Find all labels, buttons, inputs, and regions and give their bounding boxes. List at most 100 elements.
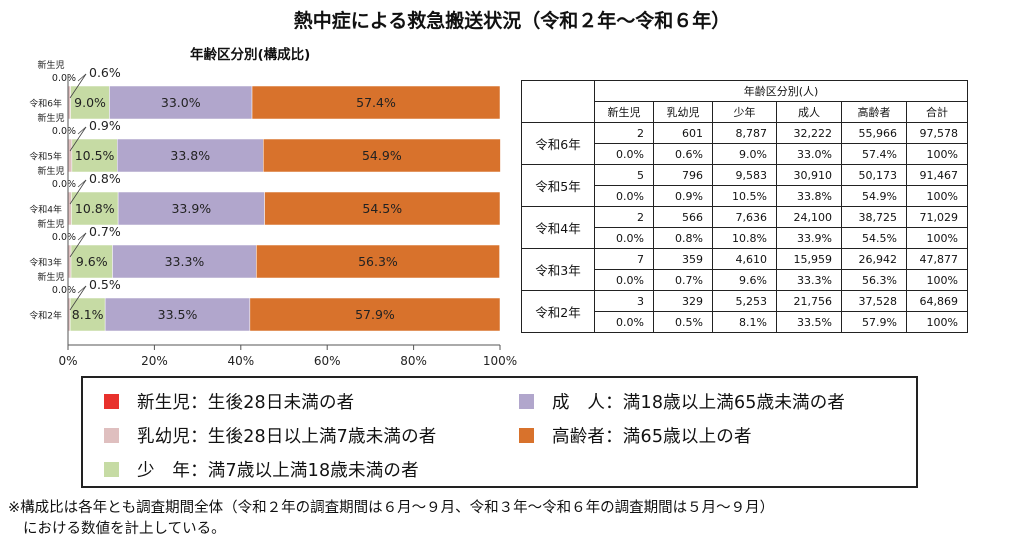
table-ratio-cell: 33.5% [776,311,842,333]
table-count-cell: 32,222 [776,122,842,144]
table-count-cell: 8,787 [712,122,777,144]
bar-segment [67,191,72,226]
table-col-header: 合計 [906,101,968,123]
bar-value-label: 57.9% [355,307,395,322]
bar-value-label: 8.1% [72,307,104,322]
table-ratio-cell: 0.0% [594,269,654,291]
table-count-cell: 21,756 [776,290,842,312]
table-ratio-cell: 0.7% [653,269,713,291]
table-count-cell: 37,528 [841,290,907,312]
legend-swatch [104,394,119,409]
table-col-header: 成人 [776,101,842,123]
table-count-cell: 566 [653,206,713,228]
x-tick-label: 100% [483,354,517,368]
table-ratio-cell: 9.0% [712,143,777,165]
table-year-cell: 令和5年 [521,164,595,207]
footnote: ※構成比は各年とも調査期間全体（令和２年の調査期間は６月～９月、令和３年～令和６… [8,498,774,540]
bar-segment [256,244,500,279]
table-count-cell: 2 [594,122,654,144]
table-count-cell: 9,583 [712,164,777,186]
bar-value-label: 33.8% [170,148,210,163]
footnote-line: ※構成比は各年とも調査期間全体（令和２年の調査期間は６月～９月、令和３年～令和６… [8,500,775,516]
table-corner-cell [521,80,595,123]
legend-label: 乳幼児：生後28日以上満7歳未満の者 [137,427,437,447]
callout-line [69,126,87,152]
bar-value-label: 33.3% [165,254,205,269]
infant-value-label: 0.5% [89,277,121,292]
bar-segment [70,244,113,279]
bar-value-label: 9.0% [74,95,106,110]
table-ratio-cell: 100% [906,227,968,249]
table-header-group: 年齢区分別(人) [594,80,968,102]
table-count-cell: 47,877 [906,248,968,270]
category-label: 令和5年 [29,151,62,163]
legend-swatch [519,394,534,409]
callout-line [69,73,87,99]
newborn-value-label: 0.0% [52,179,76,190]
callout-line [77,126,87,135]
table-ratio-cell: 100% [906,311,968,333]
table-ratio-cell: 0.0% [594,185,654,207]
table-ratio-cell: 0.0% [594,227,654,249]
bar-segment [71,138,118,173]
table-ratio-cell: 0.8% [653,227,713,249]
table-row-counts: 令和5年 5 796 9,583 30,910 50,173 91,467 [521,164,968,207]
bar-value-label: 54.5% [362,201,402,216]
legend-item-youth: 少 年：満7歳以上満18歳未満の者 [104,457,419,482]
table-ratio-cell: 9.6% [712,269,777,291]
legend-label: 高齢者：満65歳以上の者 [552,427,752,447]
legend-item-newborn: 新生児：生後28日未満の者 [104,389,354,414]
legend-item-infant: 乳幼児：生後28日以上満7歳未満の者 [104,423,437,448]
table-count-cell: 796 [653,164,713,186]
table-ratio-cell: 8.1% [712,311,777,333]
table-header-row: 新生児 乳幼児 少年 成人 高齢者 合計 [522,101,968,123]
table-ratio-cell: 33.8% [776,185,842,207]
table-year-cell: 令和3年 [521,248,595,291]
category-label: 令和6年 [29,98,62,110]
bar-segment [251,85,501,120]
newborn-value-label: 0.0% [52,232,76,243]
bar-segment [117,191,265,226]
callout-line [69,232,87,258]
table-ratio-cell: 33.9% [776,227,842,249]
table-count-cell: 38,725 [841,206,907,228]
table-count-cell: 97,578 [906,122,968,144]
table-ratio-cell: 54.9% [841,185,907,207]
table-row-ratios: 0.0% 0.8% 10.8% 33.9% 54.5% 100% [522,227,968,249]
table-ratio-cell: 0.6% [653,143,713,165]
page-title: 熱中症による救急搬送状況（令和２年～令和６年） [293,10,731,32]
table-count-cell: 5,253 [712,290,777,312]
table-ratio-cell: 100% [906,185,968,207]
bar-segment [116,138,264,173]
table-ratio-cell: 100% [906,269,968,291]
table-ratio-cell: 33.3% [776,269,842,291]
table-row-counts: 令和2年 3 329 5,253 21,756 37,528 64,869 [521,290,968,333]
table-count-cell: 64,869 [906,290,968,312]
table-count-cell: 91,467 [906,164,968,186]
table-row-counts: 令和6年 2 601 8,787 32,222 55,966 97,578 [521,122,968,165]
legend-swatch [104,462,119,477]
table-row-counts: 令和3年 7 359 4,610 15,959 26,942 47,877 [521,248,968,291]
chart-subtitle: 年齢区分別(構成比) [190,47,311,63]
infant-value-label: 0.8% [89,171,121,186]
legend-swatch [104,428,119,443]
newborn-callout-name: 新生児 [37,271,64,283]
legend-swatch [519,428,534,443]
table-col-header: 高齢者 [841,101,907,123]
x-tick-label: 20% [141,354,168,368]
table-row-counts: 令和4年 2 566 7,636 24,100 38,725 71,029 [521,206,968,249]
table-count-cell: 24,100 [776,206,842,228]
x-tick-label: 0% [58,354,77,368]
category-label: 令和2年 [29,310,62,322]
table-count-cell: 5 [594,164,654,186]
table-col-header: 新生児 [594,101,654,123]
table-row-ratios: 0.0% 0.5% 8.1% 33.5% 57.9% 100% [522,311,968,333]
table-row-ratios: 0.0% 0.9% 10.5% 33.8% 54.9% 100% [522,185,968,207]
table-ratio-cell: 0.0% [594,143,654,165]
table-ratio-cell: 54.5% [841,227,907,249]
bar-value-label: 54.9% [362,148,402,163]
newborn-value-label: 0.0% [52,126,76,137]
newborn-callout-name: 新生児 [37,165,64,177]
bar-segment [71,191,119,226]
